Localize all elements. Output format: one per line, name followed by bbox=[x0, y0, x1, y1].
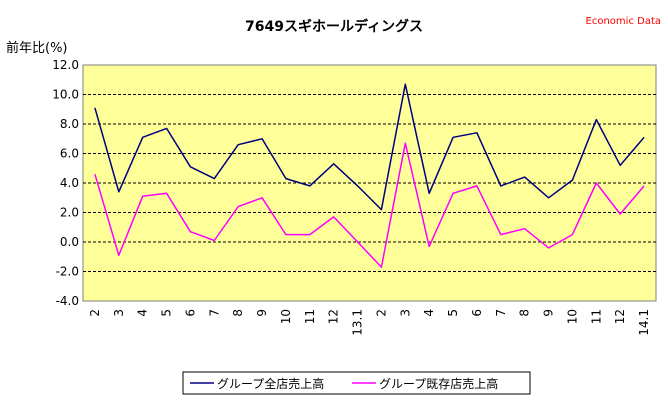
legend-label-all-stores: グループ全店売上高 bbox=[217, 376, 324, 391]
x-tick-label: 10 bbox=[279, 309, 293, 324]
series-line-all-stores bbox=[94, 83, 645, 211]
y-tick-label: 4.0 bbox=[60, 176, 79, 190]
y-tick-labels: 12.0 10.0 8.0 6.0 4.0 2.0 0.0 -2.0 -4.0 bbox=[52, 58, 79, 308]
x-tick-label: 4 bbox=[136, 309, 150, 317]
x-tick-label: 7 bbox=[494, 309, 508, 317]
x-tick-label: 14.1 bbox=[637, 309, 651, 336]
x-tick-label: 6 bbox=[183, 309, 197, 317]
x-tick-label: 12 bbox=[613, 309, 627, 324]
x-tick-label: 6 bbox=[470, 309, 484, 317]
x-tick-label: 5 bbox=[446, 309, 460, 317]
x-tick-label: 9 bbox=[255, 309, 269, 317]
y-tick-label: 8.0 bbox=[60, 117, 79, 131]
x-tick-label: 2 bbox=[88, 309, 102, 317]
x-tick-label: 11 bbox=[589, 309, 603, 324]
x-tick-labels: 2 3 4 5 6 7 8 9 10 11 12 13.1 2 3 4 5 6 7 8 9 10 11 12 14.1 bbox=[88, 309, 651, 336]
x-tick-label: 3 bbox=[398, 309, 412, 317]
x-tick-label: 8 bbox=[518, 309, 532, 317]
chart-title: 7649スギホールディングス bbox=[245, 18, 423, 35]
source-label: Economic Data bbox=[586, 16, 661, 27]
x-tick-label: 12 bbox=[327, 309, 341, 324]
y-tick-label: 0.0 bbox=[60, 235, 79, 249]
y-tick-label: 12.0 bbox=[52, 58, 79, 72]
y-tick-label: 6.0 bbox=[60, 147, 79, 161]
x-tick-label: 11 bbox=[303, 309, 317, 324]
x-tick-label: 2 bbox=[374, 309, 388, 317]
x-tick-label: 10 bbox=[565, 309, 579, 324]
x-tick-label: 9 bbox=[542, 309, 556, 317]
legend-label-existing-stores: グループ既存店売上高 bbox=[379, 376, 498, 391]
y-tick-label: 2.0 bbox=[60, 206, 79, 220]
x-tick-label: 8 bbox=[231, 309, 245, 317]
x-tick-label: 5 bbox=[160, 309, 174, 317]
y-tick-label: -2.0 bbox=[56, 265, 79, 279]
y-tick-label: -4.0 bbox=[56, 294, 79, 308]
y-tick-label: 10.0 bbox=[52, 88, 79, 102]
x-tick-label: 13.1 bbox=[351, 309, 365, 336]
x-tick-label: 7 bbox=[207, 309, 221, 317]
series-lines bbox=[94, 83, 645, 268]
series-line-existing-stores bbox=[94, 142, 645, 268]
y-axis-label: 前年比(%) bbox=[6, 40, 68, 56]
x-tick-label: 3 bbox=[112, 309, 126, 317]
x-tick-label: 4 bbox=[422, 309, 436, 317]
